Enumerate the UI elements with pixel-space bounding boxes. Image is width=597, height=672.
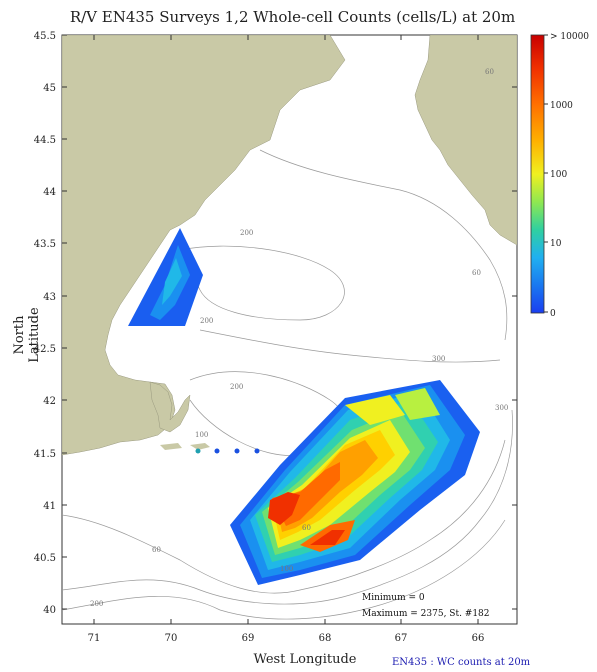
x-axis: 71 70 69 68 67 66 bbox=[88, 35, 485, 644]
x-axis-label: West Longitude bbox=[253, 652, 357, 667]
land-nantucket bbox=[190, 443, 210, 450]
colorbar-label: 1000 bbox=[550, 101, 573, 111]
colorbar-label: 10 bbox=[550, 239, 562, 249]
contour-label: 200 bbox=[230, 383, 243, 391]
y-tick-label: 42.5 bbox=[34, 344, 56, 355]
station-marker bbox=[214, 448, 220, 454]
x-tick-label: 68 bbox=[319, 633, 332, 644]
survey-region-georges-l10 bbox=[268, 492, 300, 525]
contour-label: 60 bbox=[485, 68, 494, 76]
colorbar-label: 0 bbox=[550, 309, 556, 319]
survey-region-georges-fill-green bbox=[395, 388, 440, 420]
colorbar-label: 100 bbox=[550, 170, 567, 180]
survey-region-georges-fill-yellow bbox=[345, 395, 405, 425]
station-marker bbox=[195, 448, 201, 454]
land-new-england bbox=[62, 35, 346, 456]
bathy-contour-coast bbox=[259, 149, 508, 341]
colorbar-label: > 10000 bbox=[550, 32, 589, 42]
y-tick-label: 45 bbox=[43, 83, 56, 94]
figure-caption: EN435 : WC counts at 20m bbox=[392, 657, 531, 668]
y-tick-label: 44.5 bbox=[34, 135, 56, 146]
bathy-contour-basin bbox=[179, 245, 345, 321]
land-marthas-vineyard bbox=[160, 443, 182, 450]
y-tick-label: 44 bbox=[43, 187, 56, 198]
y-tick-label: 40 bbox=[43, 605, 56, 616]
bathy-contour-60 bbox=[62, 439, 506, 594]
survey-region-georges-l12 bbox=[310, 530, 345, 545]
land-nova-scotia bbox=[414, 35, 517, 246]
y-tick-label: 45.5 bbox=[34, 31, 56, 42]
contour-label: 60 bbox=[152, 546, 161, 554]
station-marker bbox=[234, 448, 240, 454]
y-tick-label: 43.5 bbox=[34, 239, 56, 250]
x-tick-label: 66 bbox=[472, 633, 485, 644]
contour-label: 300 bbox=[432, 355, 445, 363]
y-tick-label: 40.5 bbox=[34, 553, 56, 564]
minimum-stat: Minimum = 0 bbox=[362, 593, 425, 603]
colorbar: > 10000 1000 100 10 0 bbox=[530, 32, 589, 319]
x-tick-label: 71 bbox=[88, 633, 101, 644]
land-cape-cod bbox=[149, 381, 191, 433]
contour-label: 60 bbox=[302, 524, 311, 532]
contour-label: 200 bbox=[90, 600, 103, 608]
maximum-stat: Maximum = 2375, St. #182 bbox=[362, 609, 490, 619]
station-markers bbox=[195, 448, 260, 454]
contour-label: 200 bbox=[240, 229, 253, 237]
bathy-contour-200 bbox=[62, 519, 506, 620]
x-tick-label: 70 bbox=[165, 633, 178, 644]
contour-label: 100 bbox=[280, 565, 293, 573]
bathy-contour-100 bbox=[62, 409, 513, 605]
y-axis: 45.5 45 44.5 44 43.5 43 42.5 42 41.5 41 … bbox=[34, 31, 517, 616]
y-tick-label: 43 bbox=[43, 292, 56, 303]
survey-region-north-patch-2 bbox=[162, 258, 182, 305]
y-tick-label: 41 bbox=[43, 501, 56, 512]
contour-label: 100 bbox=[195, 431, 208, 439]
map-title: R/V EN435 Surveys 1,2 Whole-cell Counts … bbox=[69, 8, 516, 26]
x-tick-label: 69 bbox=[242, 633, 255, 644]
bathy-contour-300 bbox=[199, 329, 501, 363]
y-tick-label: 42 bbox=[43, 396, 56, 407]
y-tick-label: 41.5 bbox=[34, 449, 56, 460]
survey-region-north bbox=[128, 228, 203, 326]
contour-label: 200 bbox=[200, 317, 213, 325]
contour-label: 300 bbox=[495, 404, 508, 412]
colorbar-scale bbox=[530, 34, 545, 314]
station-marker bbox=[254, 448, 260, 454]
x-tick-label: 67 bbox=[395, 633, 408, 644]
contour-label: 60 bbox=[472, 269, 481, 277]
